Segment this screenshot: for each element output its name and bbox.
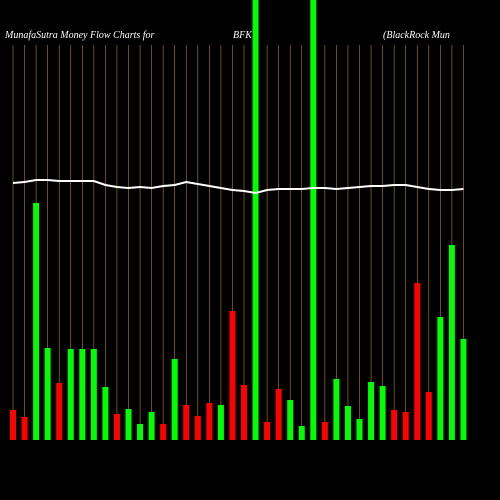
bar (171, 359, 178, 440)
bar (21, 417, 28, 440)
bar (148, 412, 155, 440)
bar (356, 419, 363, 440)
bar (102, 387, 109, 440)
bar (125, 409, 132, 440)
bar (321, 422, 328, 440)
bar (137, 424, 144, 440)
bar (379, 386, 386, 440)
bar (333, 379, 340, 440)
bar (33, 203, 40, 440)
bar (206, 403, 213, 440)
bar (90, 349, 97, 440)
bar (113, 414, 120, 440)
symbol: BFK (233, 30, 253, 41)
bar (275, 389, 282, 440)
bar (391, 410, 398, 440)
chart-subtitle: (BlackRock Mun (383, 30, 450, 41)
bar (44, 348, 51, 440)
bar (368, 382, 375, 440)
bars (10, 0, 467, 440)
bar (264, 422, 271, 440)
bar (241, 385, 247, 440)
bar (229, 311, 236, 440)
bar (425, 392, 432, 440)
bar (287, 400, 294, 440)
bar (437, 317, 444, 440)
bar (79, 349, 86, 440)
lines (12, 179, 464, 195)
bar (160, 424, 167, 440)
bar (460, 339, 467, 440)
chart-title: MunafaSutra Money Flow Charts for (4, 30, 155, 41)
bar (183, 405, 190, 440)
money-flow-line (12, 179, 464, 195)
bar (414, 283, 421, 440)
bar (298, 426, 305, 440)
bar (310, 0, 317, 440)
bar (67, 349, 74, 440)
bar (252, 0, 259, 440)
bar (217, 405, 224, 440)
bar (344, 406, 351, 440)
bar (10, 410, 16, 440)
bar (194, 416, 201, 440)
bar (448, 245, 455, 440)
bar (56, 383, 63, 440)
bar (402, 412, 409, 440)
